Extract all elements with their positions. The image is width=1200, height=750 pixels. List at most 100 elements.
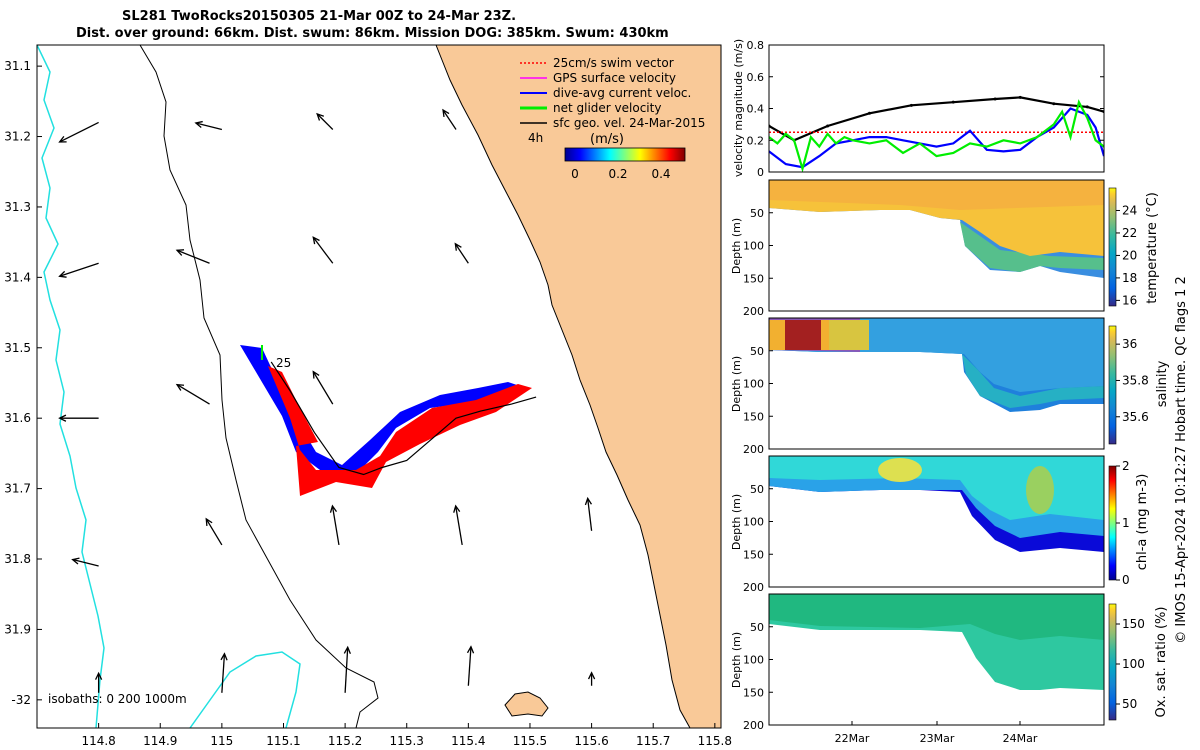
depth-tick-label: 200 (743, 719, 764, 732)
legend-dive-avg-label: dive-avg current veloc. (553, 86, 691, 100)
map-x-tick-label: 115.5 (513, 734, 547, 748)
depth-tick-label: 150 (743, 272, 764, 285)
legend-dive-avg: dive-avg current veloc. (520, 86, 691, 100)
velocity-y-tick-label: 0.6 (747, 71, 765, 84)
geo-vector-arrow (175, 249, 210, 264)
map-x-tick-label: 115.1 (266, 734, 300, 748)
map-y-tick-label: -32 (11, 693, 31, 707)
salinity-colorbar-ticks: 36 35.8 35.6 (1116, 337, 1149, 424)
velocity-axes-box (768, 44, 1105, 173)
time-x-axis: 22Mar 23Mar 24Mar (835, 721, 1038, 745)
velocity-y-tick-label: 0.8 (747, 39, 765, 52)
geo-vector-arrow (466, 645, 475, 686)
map-x-tick-label: 115.3 (390, 734, 424, 748)
map-colorbar-tick-1: 0.2 (608, 167, 627, 181)
depth-tick-label: 100 (743, 516, 764, 529)
geo-vector-arrow (94, 671, 103, 693)
map-y-tick-label: 31.1 (4, 59, 31, 73)
map-colorbar-label: (m/s) (590, 132, 624, 147)
depth-tick-label: 200 (743, 305, 764, 318)
salinity-ylabel: Depth (m) (730, 356, 743, 412)
isobath-1000m (37, 45, 105, 728)
map-y-tick-label: 31.6 (4, 411, 31, 425)
map-y-tick-label: 31.7 (4, 482, 31, 496)
legend-net-glider: net glider velocity (520, 101, 661, 115)
time-tick-label: 23Mar (920, 732, 955, 745)
geo-vector-arrow (584, 496, 593, 531)
salinity-transition (829, 320, 869, 350)
legend-sfc-geo: sfc geo. vel. 24-Mar-2015 (520, 116, 705, 130)
time-4h-label: 4h (528, 131, 543, 145)
oxygen-field-upper (769, 594, 1104, 640)
geo-vector-arrow (312, 370, 334, 405)
legend-gps-velocity: GPS surface velocity (520, 71, 676, 85)
map-legend: 25cm/s swim vector GPS surface velocity … (520, 56, 705, 130)
swim-25-label: 25 (276, 356, 291, 370)
legend-swim-vector: 25cm/s swim vector (520, 56, 674, 70)
map-x-tick-label: 114.9 (143, 734, 177, 748)
map-panel: 114.8 114.9 115 115.1 115.2 115.3 115.4 115.5 11… (4, 44, 732, 748)
map-colorbar-gradient (564, 147, 686, 162)
colorbar-tick-label: 2 (1122, 459, 1130, 473)
temperature-colorbar-ticks: 24 22 20 18 16 (1116, 203, 1137, 307)
isobath-label: isobaths: 0 200 1000m (48, 692, 187, 706)
geo-vector-arrow (454, 242, 469, 264)
legend-gps-velocity-label: GPS surface velocity (553, 71, 676, 85)
depth-tick-label: 100 (743, 240, 764, 253)
colorbar-tick-label: 100 (1122, 657, 1145, 671)
map-y-tick-label: 31.8 (4, 552, 31, 566)
map-x-tick-label: 115.8 (698, 734, 732, 748)
velocity-point (1085, 105, 1089, 109)
chla-y-axis: 50 100 150 200 (743, 483, 773, 594)
rottnest-island (504, 691, 549, 717)
map-y-tick-label: 31.3 (4, 200, 31, 214)
colorbar-tick-label: 35.6 (1122, 410, 1149, 424)
depth-tick-label: 100 (743, 378, 764, 391)
chla-colorbar (1108, 465, 1117, 581)
geo-vector-arrow (194, 120, 223, 131)
map-x-tick-label: 115.6 (574, 734, 608, 748)
colorbar-tick-label: 24 (1122, 203, 1137, 217)
geo-vector-arrow (329, 504, 340, 546)
oxygen-colorbar-ticks: 150 100 50 (1116, 617, 1145, 711)
depth-tick-label: 100 (743, 654, 764, 667)
velocity-point (993, 97, 997, 101)
velocity-point (1018, 95, 1022, 99)
map-colorbar-tick-2: 0.4 (651, 167, 670, 181)
colorbar-tick-label: 22 (1122, 226, 1137, 240)
map-y-axis: 31.1 31.2 31.3 31.4 31.5 31.6 31.7 31.8 31.9 -32 (4, 59, 42, 707)
velocity-point (826, 124, 830, 128)
colorbar-tick-label: 18 (1122, 271, 1137, 285)
map-x-axis: 114.8 114.9 115 115.1 115.2 115.3 115.4 115.5 11… (81, 723, 732, 748)
temperature-panel: 50 100 150 200 Depth (m) 24 22 20 18 16 tempera… (730, 179, 1160, 318)
map-y-tick-label: 31.2 (4, 130, 31, 144)
depth-tick-label: 50 (750, 345, 764, 358)
legend-sfc-geo-label: sfc geo. vel. 24-Mar-2015 (553, 116, 705, 130)
chla-panel: 50 100 150 200 Depth (m) 2 1 0 chl-a (mg m-3) (730, 455, 1150, 594)
geo-vector-arrow (442, 108, 457, 130)
glider-track (240, 345, 537, 496)
geo-vectors (58, 108, 596, 693)
colorbar-tick-label: 0 (1122, 573, 1130, 587)
depth-tick-label: 50 (750, 621, 764, 634)
map-y-tick-label: 31.5 (4, 341, 31, 355)
time-tick-label: 22Mar (835, 732, 870, 745)
copyright-note: © IMOS 15-Apr-2024 10:12:27 Hobart time.… (1174, 276, 1189, 643)
depth-tick-label: 50 (750, 483, 764, 496)
depth-tick-label: 50 (750, 207, 764, 220)
velocity-series-line (769, 107, 1104, 169)
time-tick-label: 24Mar (1003, 732, 1038, 745)
isobath-200m (139, 45, 379, 728)
chart-title-line2: Dist. over ground: 66km. Dist. swum: 86k… (76, 26, 669, 41)
colorbar-tick-label: 36 (1122, 337, 1137, 351)
oxygen-colorbar-label: Ox. sat. ratio (%) (1154, 607, 1169, 718)
geo-vector-arrow (58, 121, 99, 143)
map-y-tick-label: 31.9 (4, 622, 31, 636)
map-y-tick-label: 31.4 (4, 270, 31, 284)
depth-tick-label: 150 (743, 410, 764, 423)
depth-tick-label: 200 (743, 443, 764, 456)
colorbar-tick-label: 150 (1122, 617, 1145, 631)
geo-vector-arrow (587, 671, 596, 686)
temperature-ylabel: Depth (m) (730, 218, 743, 274)
velocity-y-tick-label: 0.4 (747, 103, 765, 116)
